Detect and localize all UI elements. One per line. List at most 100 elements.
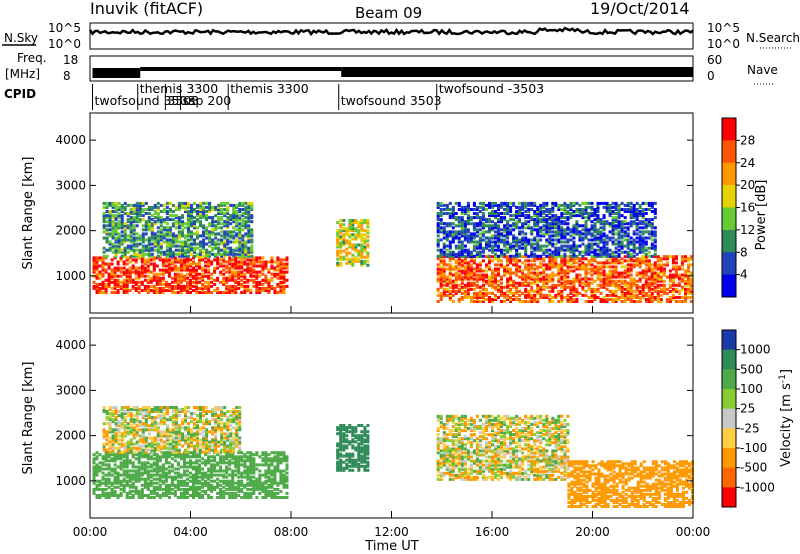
echo-cell	[241, 201, 245, 205]
echo-cell	[111, 203, 115, 207]
echo-cell	[554, 296, 558, 299]
echo-cell	[485, 275, 488, 279]
echo-cell	[551, 300, 555, 303]
echo-cell	[167, 258, 171, 262]
echo-cell	[232, 226, 236, 230]
echo-cell	[593, 252, 597, 256]
echo-cell	[150, 248, 154, 252]
echo-cell	[207, 485, 211, 489]
echo-cell	[167, 485, 171, 489]
echo-cell	[635, 246, 639, 250]
echo-cell	[593, 230, 597, 234]
echo-cell	[632, 210, 636, 213]
echo-cell	[665, 300, 669, 303]
echo-cell	[641, 240, 645, 244]
echo-cell	[131, 465, 135, 469]
echo-cell	[152, 487, 156, 491]
echo-cell	[261, 286, 265, 290]
echo-cell	[223, 234, 227, 238]
echo-cell	[587, 277, 591, 281]
echo-cell	[569, 254, 573, 258]
echo-cell	[593, 236, 597, 240]
echo-cell	[165, 201, 169, 205]
echo-cell	[472, 261, 476, 265]
echo-cell	[161, 262, 165, 266]
echo-cell	[611, 232, 615, 236]
echo-cell	[217, 248, 221, 252]
echo-cell	[457, 236, 461, 240]
echo-cell	[167, 491, 171, 495]
echo-cell	[336, 251, 340, 255]
echo-cell	[542, 269, 546, 273]
echo-cell	[252, 278, 256, 282]
echo-cell	[659, 300, 663, 303]
echo-cell	[249, 260, 253, 264]
echo-cell	[690, 291, 693, 295]
echo-cell	[578, 212, 582, 215]
echo-cell	[469, 218, 473, 222]
echo-cell	[584, 248, 588, 252]
echo-cell	[638, 210, 642, 213]
echo-cell	[156, 212, 160, 215]
echo-cell	[144, 232, 148, 236]
echo-cell	[198, 475, 201, 479]
echo-cell	[629, 254, 633, 258]
echo-cell	[276, 264, 280, 268]
echo-cell	[463, 291, 467, 295]
echo-cell	[554, 246, 558, 250]
echo-cell	[478, 291, 482, 295]
echo-cell	[276, 276, 280, 280]
echo-cell	[506, 228, 510, 232]
echo-cell	[463, 228, 467, 232]
echo-cell	[536, 228, 540, 232]
echo-cell	[162, 240, 166, 244]
echo-cell	[451, 214, 455, 218]
echo-cell	[539, 210, 543, 213]
echo-cell	[512, 283, 516, 287]
echo-cell	[451, 265, 455, 269]
echo-cell	[201, 457, 205, 461]
echo-cell	[150, 205, 154, 209]
echo-cell	[623, 298, 627, 301]
freq-strip: Freq. [MHz] 18 8 60 0 Nave	[5, 51, 778, 85]
echo-cell	[581, 277, 585, 281]
echo-cell	[235, 246, 239, 250]
echo-cell	[125, 289, 129, 292]
echo-cell	[105, 232, 109, 236]
echo-cell	[108, 232, 112, 236]
echo-cell	[226, 238, 230, 242]
echo-cell	[132, 250, 136, 254]
echo-cell	[241, 246, 245, 250]
echo-cell	[599, 298, 603, 301]
nsky-tick-bottom: 10^0	[48, 37, 81, 51]
echo-cell	[478, 218, 482, 222]
echo-cell	[192, 487, 195, 491]
echo-cell	[101, 266, 105, 270]
echo-cell	[366, 223, 370, 227]
echo-cell	[590, 273, 594, 277]
echo-cell	[463, 212, 467, 215]
echo-cell	[644, 224, 648, 228]
echo-cell	[617, 230, 621, 234]
echo-cell	[95, 469, 99, 473]
echo-cell	[241, 224, 245, 228]
echo-cell	[472, 267, 476, 271]
echo-cell	[199, 220, 202, 224]
echo-cell	[641, 220, 645, 224]
echo-cell	[125, 286, 129, 290]
echo-cell	[536, 275, 540, 279]
echo-cell	[144, 224, 148, 228]
echo-cell	[494, 252, 497, 256]
echo-cell	[584, 216, 588, 220]
echo-cell	[518, 269, 522, 273]
echo-cell	[539, 291, 543, 295]
echo-cell	[264, 262, 268, 266]
echo-cell	[445, 230, 449, 234]
echo-cell	[611, 216, 615, 220]
echo-cell	[363, 233, 367, 237]
echo-cell	[167, 284, 171, 288]
echo-cell	[228, 258, 232, 262]
echo-cell	[611, 226, 615, 230]
echo-cell	[620, 291, 624, 295]
